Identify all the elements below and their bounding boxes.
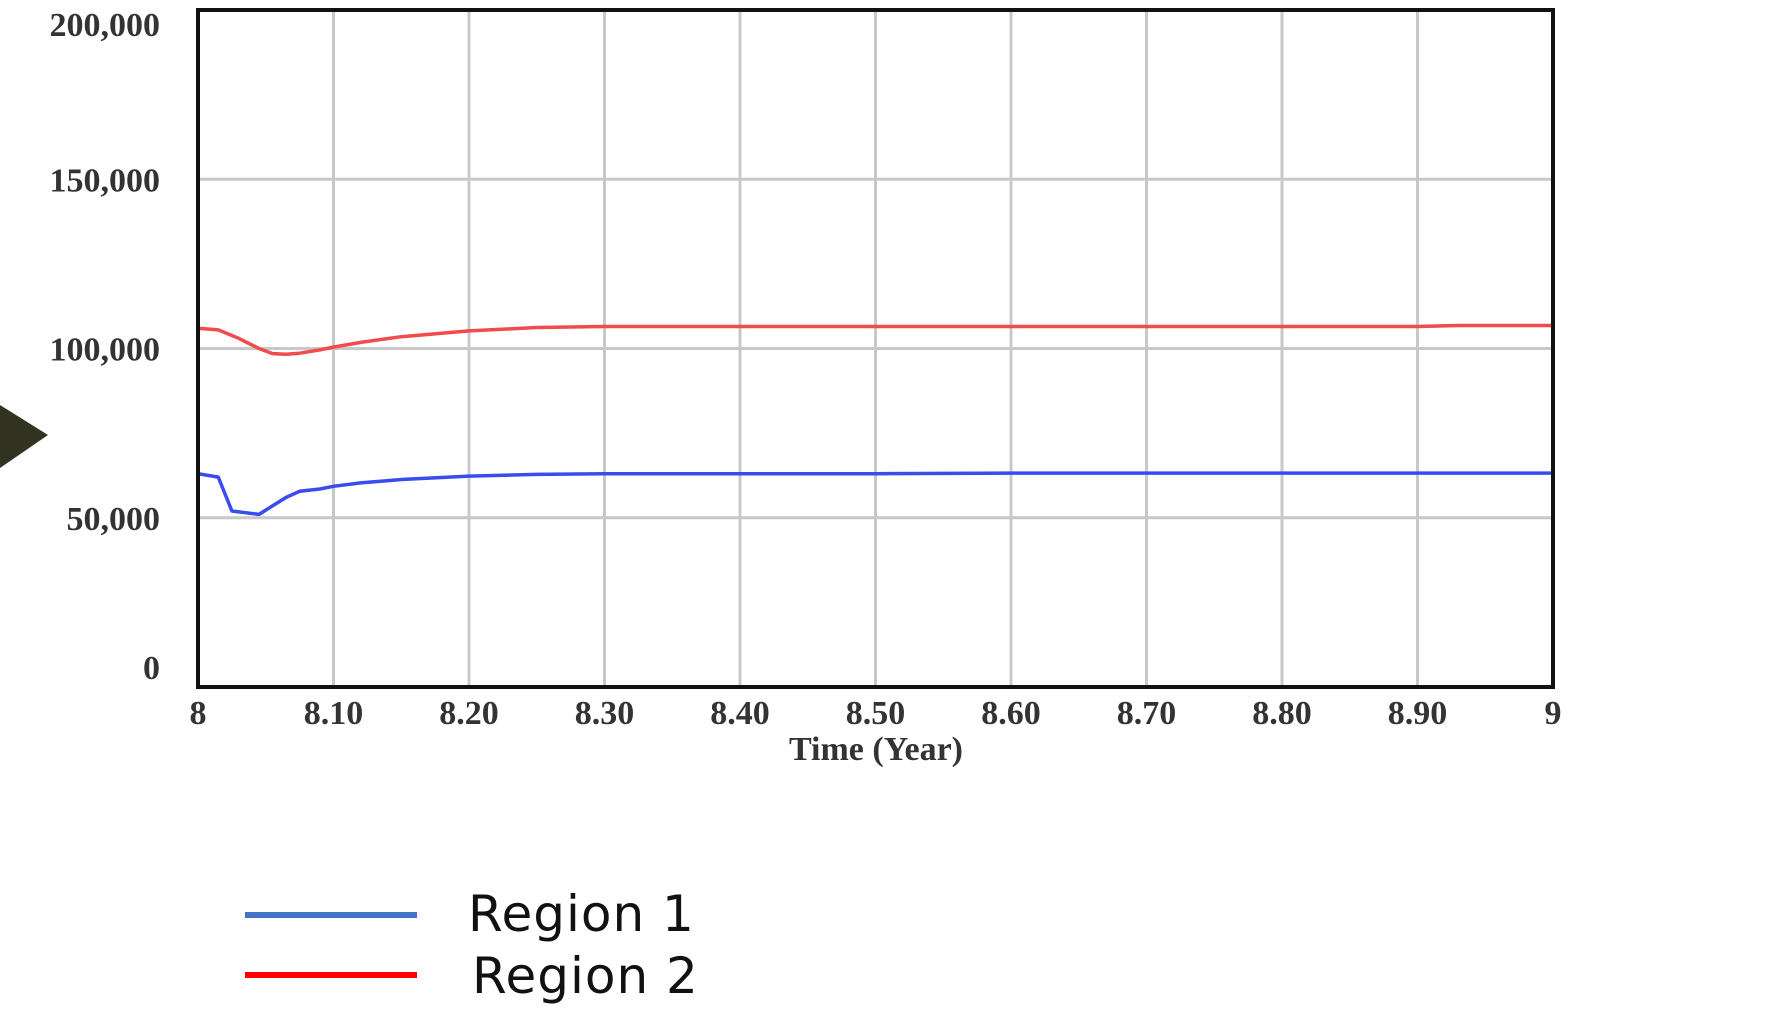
x-axis-label: Time (Year) bbox=[789, 731, 963, 768]
x-tick-label: 8.80 bbox=[1252, 695, 1312, 732]
series-line-2 bbox=[197, 323, 1553, 357]
x-tick-label: 8.30 bbox=[575, 695, 635, 732]
series-line-1 bbox=[197, 471, 1553, 517]
play-arrow-icon bbox=[0, 405, 48, 468]
series-lines bbox=[197, 323, 1553, 517]
x-tick-label: 8.50 bbox=[846, 695, 906, 732]
y-axis-ticks: 0 50,000 100,000 150,000 200,000 bbox=[50, 7, 161, 687]
x-tick-label: 8.90 bbox=[1388, 695, 1448, 732]
plot-frame bbox=[196, 8, 1555, 689]
legend-label-region-1: Region 1 bbox=[468, 885, 695, 943]
y-tick-label: 50,000 bbox=[67, 501, 161, 538]
x-tick-label: 8.60 bbox=[981, 695, 1041, 732]
x-tick-label: 8.40 bbox=[710, 695, 770, 732]
legend-swatch-region-2 bbox=[245, 972, 417, 978]
x-tick-label: 8 bbox=[190, 695, 207, 732]
x-tick-label: 8.10 bbox=[304, 695, 364, 732]
y-tick-label: 150,000 bbox=[50, 162, 161, 199]
x-axis-ticks: 8 8.10 8.20 8.30 8.40 8.50 8.60 8.70 8.80 8.90 9 bbox=[190, 695, 1562, 732]
x-tick-label: 8.70 bbox=[1117, 695, 1177, 732]
y-tick-label: 200,000 bbox=[50, 7, 161, 44]
y-tick-label: 100,000 bbox=[50, 332, 161, 369]
y-tick-label: 0 bbox=[143, 650, 160, 687]
x-tick-label: 8.20 bbox=[439, 695, 499, 732]
legend-swatch-region-1 bbox=[245, 912, 417, 918]
x-tick-label: 9 bbox=[1545, 695, 1562, 732]
grid-lines bbox=[196, 8, 1555, 689]
legend-label-region-2: Region 2 bbox=[472, 947, 699, 1005]
